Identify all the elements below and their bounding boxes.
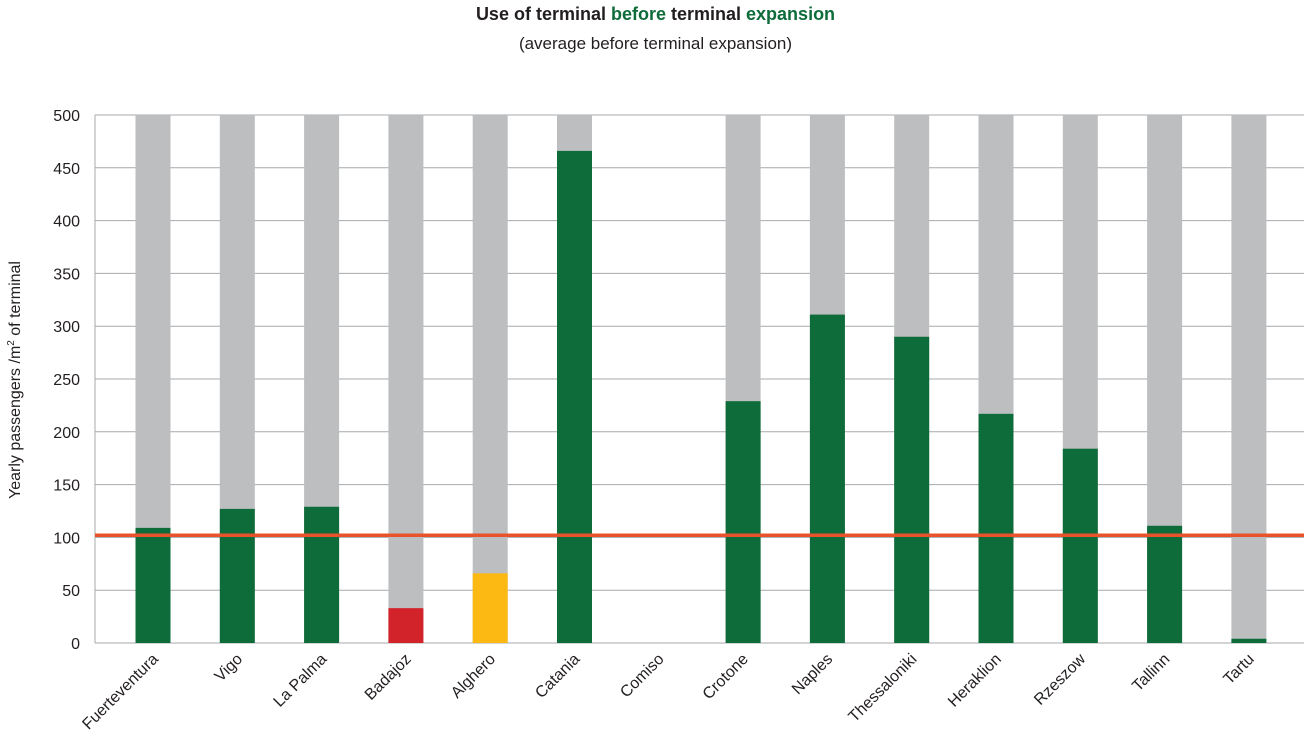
title-part-before: before xyxy=(610,4,666,24)
chart-subtitle: (average before terminal expansion) xyxy=(518,34,793,53)
y-tick-label: 200 xyxy=(53,425,80,442)
capacity-bar-alghero xyxy=(472,115,508,643)
x-tick-label: Tallinn xyxy=(1129,651,1173,695)
gridlines xyxy=(94,114,1304,644)
y-tick-label: 400 xyxy=(53,214,80,231)
y-tick-label: 300 xyxy=(53,319,80,336)
y-axis-label-suffix: of terminal xyxy=(7,261,24,340)
title-part-expansion: expansion xyxy=(746,4,836,24)
y-axis-label-superscript: 2 xyxy=(6,340,17,346)
x-axis-labels: Fuerteventura Vigo La Palma Badajoz Alghero C… xyxy=(79,650,1257,733)
value-bar-badajoz xyxy=(388,608,424,643)
value-bar-alghero xyxy=(472,573,508,643)
value-bar-tartu xyxy=(1231,638,1267,643)
x-tick-label: Catania xyxy=(532,651,583,702)
y-axis-label-prefix: Yearly passengers /m xyxy=(7,346,24,499)
value-bar-vigo xyxy=(219,508,255,643)
value-bar-heraklion xyxy=(978,413,1014,643)
value-bar-rzeszow xyxy=(1062,448,1098,643)
value-bar-tallinn xyxy=(1147,525,1183,643)
x-tick-label: Alghero xyxy=(448,651,499,702)
x-tick-label: Crotone xyxy=(700,651,752,703)
capacity-bar-badajoz xyxy=(388,115,424,643)
bars xyxy=(135,115,1267,644)
x-tick-label: Thessaloniki xyxy=(846,651,921,726)
y-axis-label: Yearly passengers /m2 of terminal xyxy=(6,261,24,499)
y-tick-label: 150 xyxy=(53,478,80,495)
value-bar-thessaloniki xyxy=(894,336,930,643)
y-tick-label: 100 xyxy=(53,530,80,547)
title-part-1: Use of terminal xyxy=(475,4,611,24)
y-tick-label: 350 xyxy=(53,266,80,283)
capacity-bar-tartu xyxy=(1231,115,1267,643)
y-axis-ticks: 0 50 100 150 200 250 300 350 400 450 500 xyxy=(53,108,80,653)
x-tick-label: La Palma xyxy=(271,651,331,711)
x-tick-label: Rzeszow xyxy=(1031,650,1089,708)
x-tick-label: Vigo xyxy=(212,651,247,686)
value-bar-crotone xyxy=(725,401,761,643)
x-tick-label: Tartu xyxy=(1221,651,1258,688)
x-tick-label: Naples xyxy=(789,651,836,698)
y-tick-label: 450 xyxy=(53,161,80,178)
y-tick-label: 50 xyxy=(62,583,80,600)
x-tick-label: Heraklion xyxy=(945,651,1005,711)
title-part-2: terminal xyxy=(666,4,747,24)
x-tick-label: Badajoz xyxy=(362,651,415,704)
y-tick-label: 500 xyxy=(53,108,80,125)
value-bar-la-palma xyxy=(304,506,340,643)
x-tick-label: Comiso xyxy=(617,651,667,701)
value-bar-naples xyxy=(809,314,845,643)
x-tick-label: Fuerteventura xyxy=(79,651,162,733)
y-tick-label: 0 xyxy=(71,636,80,653)
chart-title: Use of terminal before terminal expansio… xyxy=(0,4,1311,25)
y-tick-label: 250 xyxy=(53,372,80,389)
value-bar-fuerteventura xyxy=(135,527,171,643)
value-bar-catania xyxy=(557,150,592,644)
